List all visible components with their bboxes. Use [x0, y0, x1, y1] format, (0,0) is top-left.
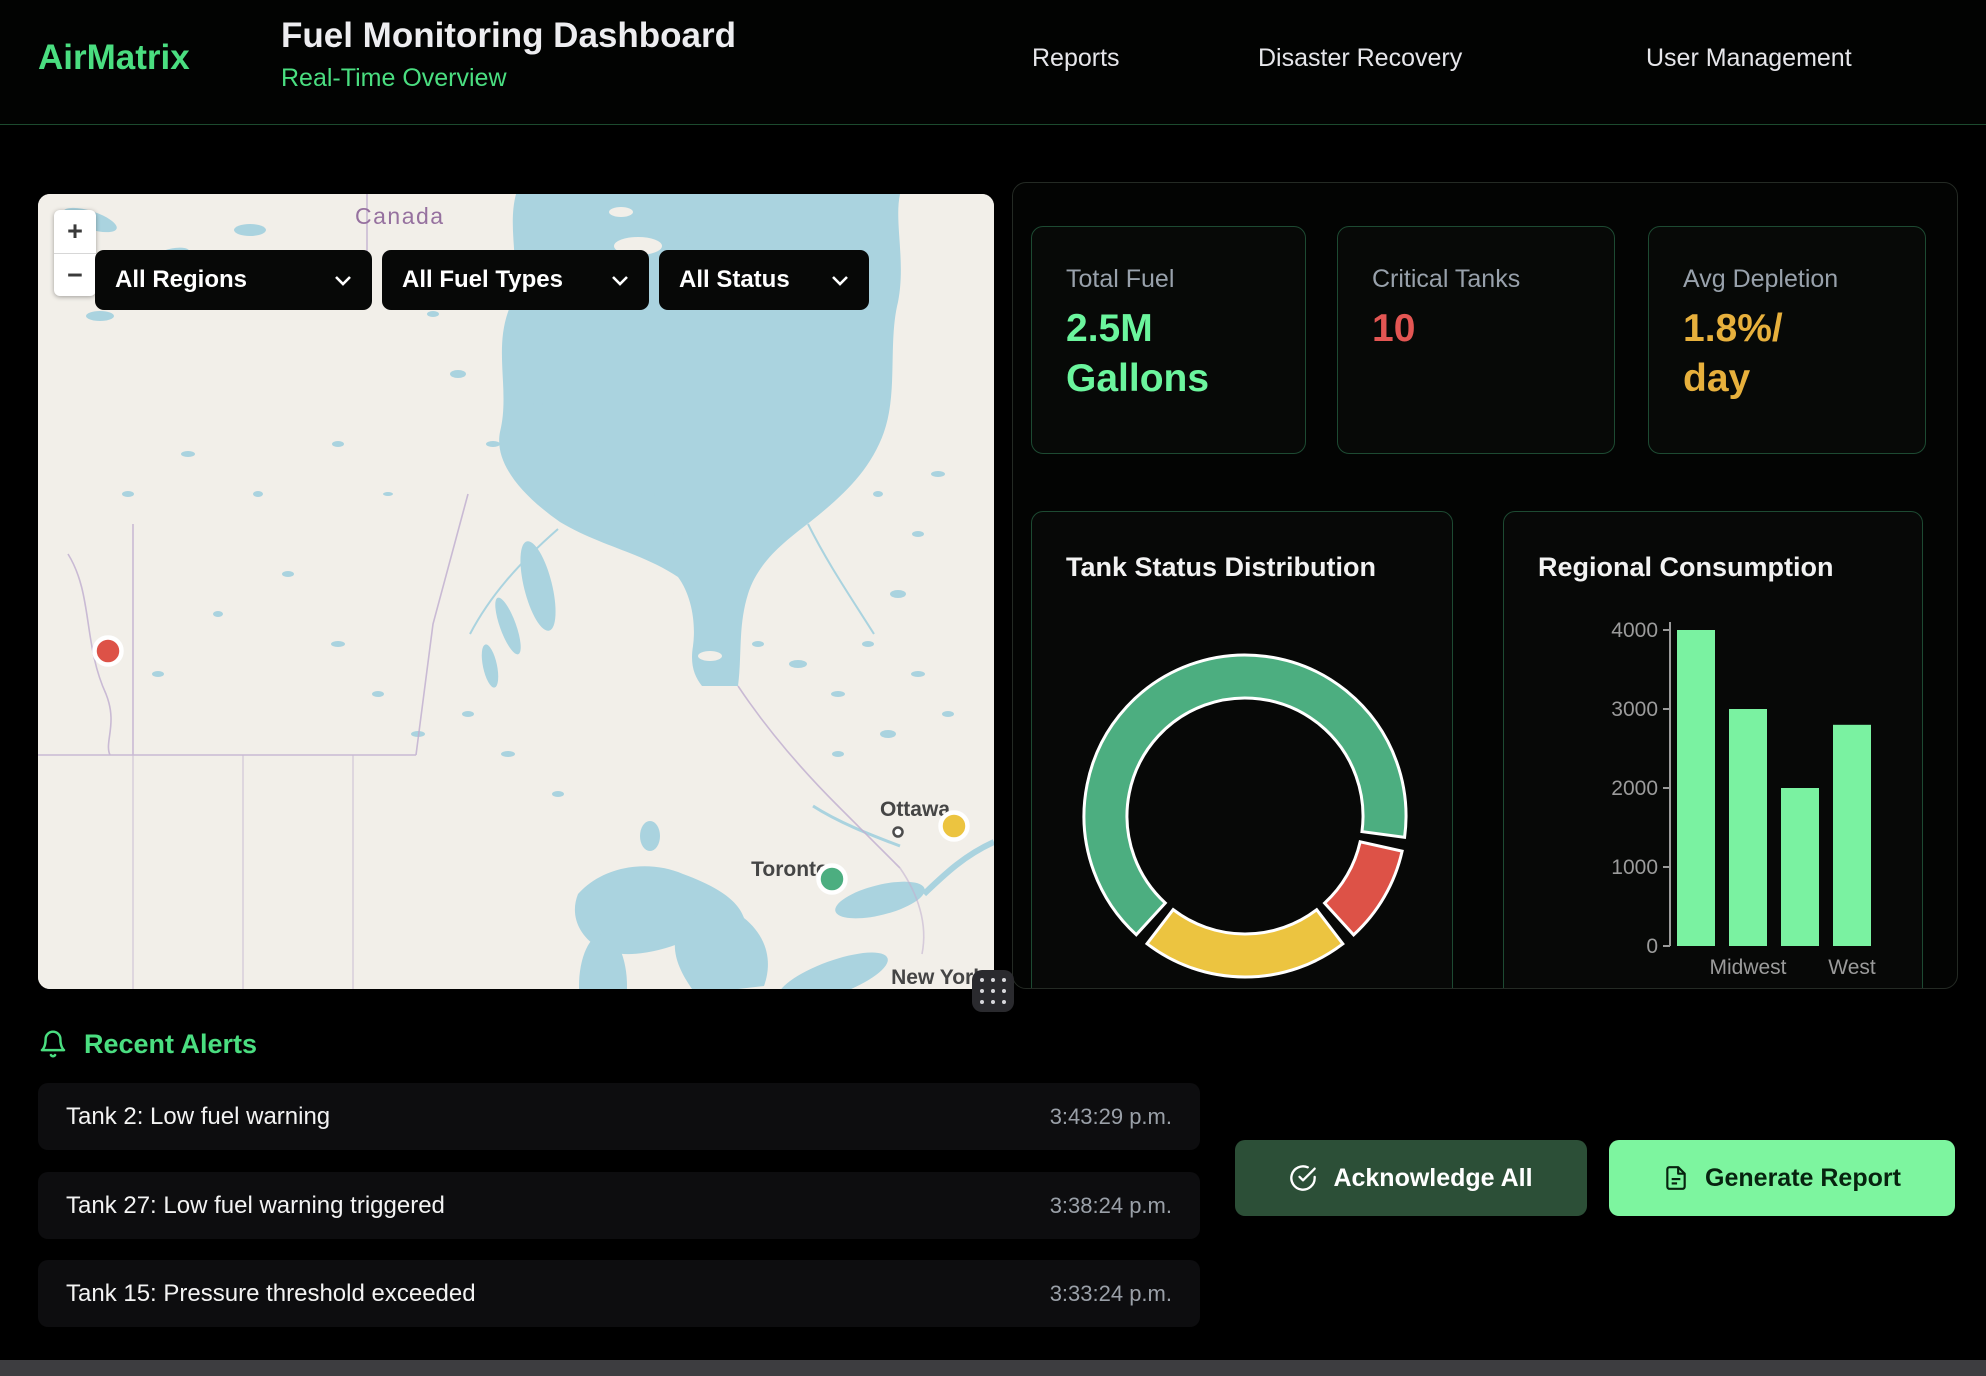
nav-user-management[interactable]: User Management — [1646, 44, 1852, 73]
stat-card-avg-depletion: Avg Depletion 1.8%/ day — [1648, 226, 1926, 454]
zoom-out-button[interactable]: − — [54, 254, 96, 297]
title-block: Fuel Monitoring Dashboard Real-Time Over… — [281, 16, 736, 93]
stat-label: Total Fuel — [1066, 265, 1275, 294]
map-canvas[interactable]: Canada Ottawa Toronto New York — [38, 194, 994, 989]
regional-consumption-bar-chart: 0 1000 2000 3000 4000 Midwest West — [1504, 512, 1924, 989]
bar-chart-card: Regional Consumption 01000200030004000Mi… — [1503, 511, 1923, 989]
page-title: Fuel Monitoring Dashboard — [281, 16, 736, 56]
alert-row: Tank 27: Low fuel warning triggered 3:38… — [38, 1172, 1200, 1239]
alert-row: Tank 2: Low fuel warning 3:43:29 p.m. — [38, 1083, 1200, 1150]
bar-1 — [1729, 709, 1767, 946]
chevron-down-icon — [611, 275, 629, 286]
tank-marker-normal[interactable] — [819, 866, 846, 893]
x-tick-label: Midwest — [1709, 956, 1786, 979]
y-tick-label: 4000 — [1611, 619, 1658, 642]
country-label-canada: Canada — [355, 203, 445, 229]
app-header: AirMatrix Fuel Monitoring Dashboard Real… — [0, 0, 1986, 125]
y-tick-label: 0 — [1646, 935, 1658, 958]
tank-marker-warning[interactable] — [941, 813, 968, 840]
file-text-icon — [1663, 1165, 1689, 1191]
bar-2 — [1781, 788, 1819, 946]
alert-timestamp: 3:38:24 p.m. — [1050, 1193, 1172, 1219]
y-tick-label: 2000 — [1611, 777, 1658, 800]
status-dropdown-value: All Status — [679, 266, 790, 294]
alert-text: Tank 27: Low fuel warning triggered — [66, 1192, 445, 1220]
city-label-ottawa: Ottawa — [880, 798, 950, 821]
generate-report-label: Generate Report — [1705, 1164, 1901, 1193]
status-dropdown[interactable]: All Status — [659, 250, 869, 310]
y-tick-label: 1000 — [1611, 856, 1658, 879]
acknowledge-all-button[interactable]: Acknowledge All — [1235, 1140, 1587, 1216]
ottawa-city-icon — [894, 828, 903, 837]
map-drag-handle[interactable] — [972, 970, 1014, 1012]
tank-status-donut-chart — [1032, 512, 1454, 989]
map-zoom-control: + − — [54, 210, 96, 296]
stat-value-critical-tanks: 10 — [1372, 304, 1584, 354]
window-bottom-bar — [0, 1360, 1986, 1376]
alert-text: Tank 15: Pressure threshold exceeded — [66, 1280, 476, 1308]
nav-reports[interactable]: Reports — [1032, 44, 1120, 73]
recent-alerts-title: Recent Alerts — [84, 1029, 257, 1060]
page-subtitle: Real-Time Overview — [281, 64, 736, 93]
map-panel[interactable]: Canada Ottawa Toronto New York + − All R… — [38, 194, 994, 989]
bar-3 — [1833, 725, 1871, 946]
nav-disaster-recovery[interactable]: Disaster Recovery — [1258, 44, 1462, 73]
chevron-down-icon — [334, 275, 352, 286]
stat-value-total-fuel: 2.5M Gallons — [1066, 304, 1275, 404]
alert-row: Tank 15: Pressure threshold exceeded 3:3… — [38, 1260, 1200, 1327]
zoom-in-button[interactable]: + — [54, 210, 96, 253]
check-circle-icon — [1289, 1164, 1317, 1192]
brand-logo: AirMatrix — [38, 38, 190, 78]
map-filter-row: All Regions All Fuel Types All Status — [95, 250, 869, 310]
donut-segment-warning — [1147, 910, 1343, 977]
x-tick-label: West — [1828, 956, 1876, 979]
recent-alerts-heading: Recent Alerts — [38, 1028, 257, 1060]
y-tick-label: 3000 — [1611, 698, 1658, 721]
alert-text: Tank 2: Low fuel warning — [66, 1103, 330, 1131]
alert-timestamp: 3:43:29 p.m. — [1050, 1104, 1172, 1130]
bar-0 — [1677, 630, 1715, 946]
regions-dropdown-value: All Regions — [115, 266, 247, 294]
donut-segment-critical — [1325, 842, 1403, 935]
stat-card-critical-tanks: Critical Tanks 10 — [1337, 226, 1615, 454]
stat-label: Avg Depletion — [1683, 265, 1895, 294]
stat-card-total-fuel: Total Fuel 2.5M Gallons — [1031, 226, 1306, 454]
generate-report-button[interactable]: Generate Report — [1609, 1140, 1955, 1216]
bell-icon — [38, 1028, 68, 1060]
chevron-down-icon — [831, 275, 849, 286]
donut-chart-card: Tank Status Distribution — [1031, 511, 1453, 989]
regions-dropdown[interactable]: All Regions — [95, 250, 372, 310]
stat-label: Critical Tanks — [1372, 265, 1584, 294]
acknowledge-all-label: Acknowledge All — [1333, 1164, 1532, 1193]
fuel-types-dropdown[interactable]: All Fuel Types — [382, 250, 649, 310]
tank-marker-critical[interactable] — [95, 638, 122, 665]
stat-value-avg-depletion: 1.8%/ day — [1683, 304, 1895, 404]
fuel-types-dropdown-value: All Fuel Types — [402, 266, 563, 294]
alert-timestamp: 3:33:24 p.m. — [1050, 1281, 1172, 1307]
metrics-panel: Total Fuel 2.5M Gallons Critical Tanks 1… — [1012, 182, 1958, 989]
